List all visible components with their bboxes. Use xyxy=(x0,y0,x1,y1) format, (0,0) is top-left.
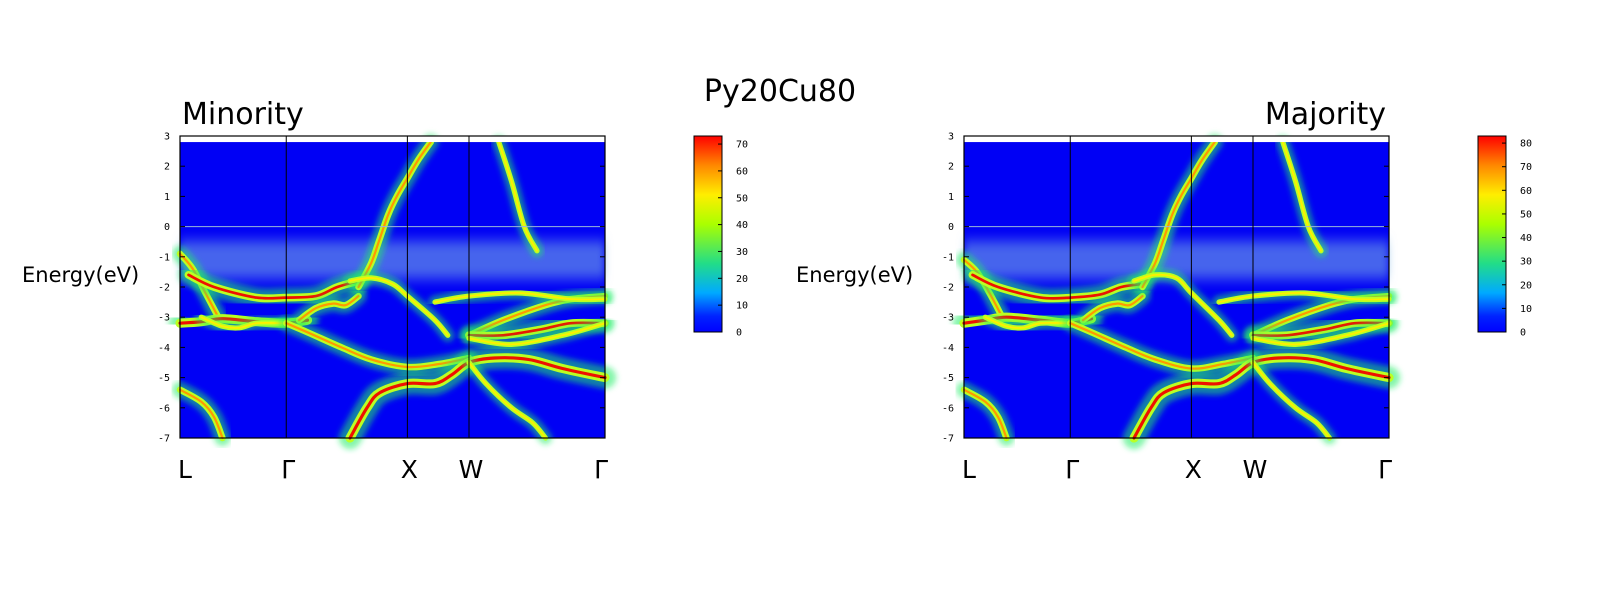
majority-ytick-label-1: 2 xyxy=(948,162,954,173)
minority-ytick-label-5: -2 xyxy=(158,283,170,294)
majority-ytick-label-6: -3 xyxy=(942,313,954,324)
majority-ytick-label-0: 3 xyxy=(948,132,954,143)
majority-band-8 xyxy=(1122,346,1401,450)
minority-cbtick-label-3: 40 xyxy=(736,220,748,231)
majority-cbtick-label-5: 30 xyxy=(1520,257,1532,268)
majority-band-11 xyxy=(1243,313,1399,346)
minority-ytick-label-9: -6 xyxy=(158,403,170,414)
majority-cbtick-label-2: 60 xyxy=(1520,186,1532,197)
minority-band-6 xyxy=(278,315,477,376)
majority-band-15 xyxy=(956,381,1015,446)
minority-cbtick-label-2: 50 xyxy=(736,193,748,204)
minority-band-8 xyxy=(338,346,617,450)
majority-cbtick-label-4: 40 xyxy=(1520,233,1532,244)
majority-band-12 xyxy=(1212,286,1396,309)
minority-kpoint-label-2: X xyxy=(401,455,418,484)
majority-band-14 xyxy=(1276,135,1328,258)
majority-title: Majority xyxy=(1265,97,1386,132)
minority-band-15 xyxy=(172,381,231,446)
minority-ytick-label-7: -4 xyxy=(158,343,170,354)
majority-ytick-label-3: 0 xyxy=(948,222,954,233)
minority-title: Minority xyxy=(182,97,304,132)
majority-kpoint-label-0: L xyxy=(962,455,976,484)
majority-kpoint-label-4: Γ xyxy=(1378,455,1392,484)
majority-band-7 xyxy=(1127,268,1239,342)
majority-bands xyxy=(952,134,1401,450)
minority-ytick-label-10: -7 xyxy=(158,434,170,445)
minority-ytick-label-4: -1 xyxy=(158,252,170,263)
minority-kpoint-label-1: Γ xyxy=(281,455,295,484)
minority-cbtick-label-7: 0 xyxy=(736,328,742,339)
majority-top-mask xyxy=(964,136,1389,143)
minority-band-9 xyxy=(462,356,552,445)
minority-band-5 xyxy=(350,134,439,295)
majority-band-3 xyxy=(978,310,1073,335)
majority-kpoint-label-1: Γ xyxy=(1065,455,1079,484)
minority-band-7 xyxy=(343,271,455,342)
minority-ytick-label-0: 3 xyxy=(164,132,170,143)
majority-band-4 xyxy=(1075,288,1151,329)
figure-title: Py20Cu80 xyxy=(704,74,856,109)
minority-cbtick-label-5: 20 xyxy=(736,274,748,285)
minority-band-13 xyxy=(462,316,612,351)
majority-ytick-label-2: 1 xyxy=(948,192,954,203)
majority-kpoint-label-2: X xyxy=(1185,455,1202,484)
minority-y-axis-label: Energy(eV) xyxy=(22,263,139,287)
minority-ytick-label-8: -5 xyxy=(158,373,170,384)
minority-kpoint-label-0: L xyxy=(178,455,192,484)
majority-cbtick-label-3: 50 xyxy=(1520,209,1532,220)
majority-colorbar xyxy=(1477,135,1507,333)
minority-band-12 xyxy=(428,286,612,309)
majority-y-axis-label: Energy(eV) xyxy=(796,263,913,287)
minority-ytick-label-2: 1 xyxy=(164,192,170,203)
minority-colorbar xyxy=(693,135,723,333)
minority-top-mask xyxy=(180,136,605,143)
minority-cbtick-label-6: 10 xyxy=(736,301,748,312)
minority-band-11 xyxy=(459,313,615,346)
minority-band-3 xyxy=(194,310,289,335)
minority-kpoint-label-3: W xyxy=(459,455,484,484)
majority-cbtick-label-0: 80 xyxy=(1520,139,1532,150)
majority-cbtick-label-8: 0 xyxy=(1520,328,1526,339)
majority-cbtick-label-6: 20 xyxy=(1520,280,1532,291)
minority-cbtick-label-4: 30 xyxy=(736,247,748,258)
majority-kpoint-label-3: W xyxy=(1243,455,1268,484)
minority-cbtick-label-0: 70 xyxy=(736,140,748,151)
majority-band-6 xyxy=(1062,315,1261,377)
minority-kpoint-label-4: Γ xyxy=(594,455,608,484)
majority-band-5 xyxy=(1134,134,1223,295)
majority-ytick-label-4: -1 xyxy=(942,252,954,263)
majority-band-9 xyxy=(1246,356,1336,445)
minority-ytick-label-3: 0 xyxy=(164,222,170,233)
majority-ytick-label-7: -4 xyxy=(942,343,954,354)
majority-band-13 xyxy=(1246,316,1396,351)
minority-cbtick-label-1: 60 xyxy=(736,166,748,177)
minority-band-14 xyxy=(492,135,544,258)
minority-ytick-label-6: -3 xyxy=(158,313,170,324)
majority-cbtick-label-1: 70 xyxy=(1520,162,1532,173)
minority-band-4 xyxy=(291,288,367,329)
minority-ytick-label-1: 2 xyxy=(164,162,170,173)
majority-ytick-label-8: -5 xyxy=(942,373,954,384)
majority-ytick-label-9: -6 xyxy=(942,403,954,414)
majority-ytick-label-10: -7 xyxy=(942,434,954,445)
majority-cbtick-label-7: 10 xyxy=(1520,304,1532,315)
majority-ytick-label-5: -2 xyxy=(942,283,954,294)
